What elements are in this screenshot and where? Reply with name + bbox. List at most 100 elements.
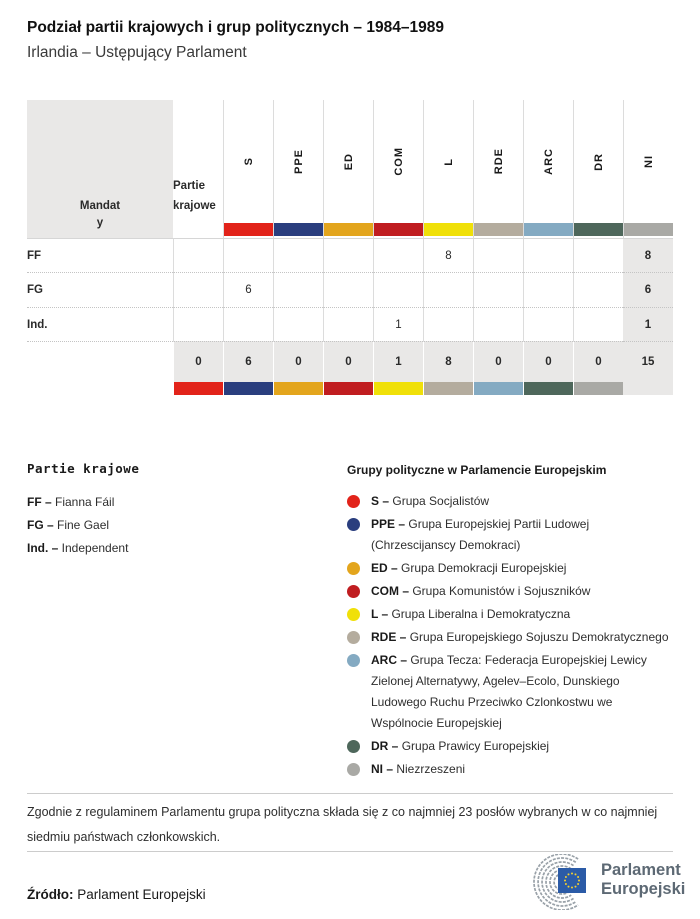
group-abbr: S –	[371, 494, 393, 508]
party-legend-item: FG – Fine Gael	[27, 514, 139, 537]
eu-flag-icon	[558, 868, 586, 893]
column-header-l: L	[423, 100, 473, 223]
color-bar	[524, 382, 573, 395]
group-total-rde: 8	[423, 341, 473, 382]
group-color-dot-s	[347, 495, 360, 508]
group-legend-text: PPE – Grupa Europejskiej Partii Ludowej …	[371, 514, 676, 556]
group-name: Grupa Prawicy Europejskiej	[401, 739, 550, 753]
row-total-cell: 8	[623, 238, 673, 272]
party-name: Independent	[61, 541, 129, 555]
seat-cell-fg-ni	[573, 272, 623, 307]
color-bar	[574, 382, 623, 395]
group-total-dr: 0	[523, 341, 573, 382]
group-legend-item: L – Grupa Liberalna i Demokratyczna	[347, 604, 677, 625]
column-header-label: L	[442, 157, 455, 166]
column-header-s: S	[223, 100, 273, 223]
group-legend-text: DR – Grupa Prawicy Europejskiej	[371, 736, 676, 757]
group-abbr: ARC –	[371, 653, 411, 667]
group-legend-item: S – Grupa Socjalistów	[347, 491, 677, 512]
source-label: Źródło:	[27, 887, 74, 902]
group-color-dot-rde	[347, 631, 360, 644]
grand-total-cell: 15	[623, 341, 673, 382]
column-header-ed: ED	[323, 100, 373, 223]
divider-line	[27, 851, 673, 852]
group-color-bar-bottom-ni	[573, 382, 623, 395]
party-abbr: FG –	[27, 518, 58, 532]
party-row-label: FG	[27, 272, 173, 307]
column-header-label: DR	[592, 152, 605, 171]
footnote: Zgodnie z regulaminem Parlamentu grupa p…	[27, 805, 658, 844]
group-color-bar-bottom-arc	[473, 382, 523, 395]
column-header-label: ED	[342, 152, 355, 171]
group-abbr: COM –	[371, 584, 413, 598]
page-subtitle: Irlandia – Ustępujący Parlament	[27, 44, 247, 61]
color-bar	[374, 223, 423, 236]
seat-cell-ind-l: 1	[373, 307, 423, 341]
group-total-ni: 0	[573, 341, 623, 382]
group-color-bar-com	[373, 223, 423, 238]
seat-cell-ind-rde	[423, 307, 473, 341]
political-groups-legend-header: Grupy polityczne w Parlamencie Europejsk…	[347, 463, 607, 477]
group-color-bar-arc	[523, 223, 573, 238]
party-abbr: Ind. –	[27, 541, 62, 555]
group-legend-item: COM – Grupa Komunistów i Sojuszników	[347, 581, 677, 602]
color-bar	[274, 382, 323, 395]
color-bar	[424, 382, 473, 395]
group-total-s: 0	[173, 341, 223, 382]
group-color-dot-ed	[347, 562, 360, 575]
color-bar	[474, 382, 523, 395]
seat-cell-ind-ed	[273, 307, 323, 341]
party-label: Ind.	[27, 318, 48, 331]
seat-cell-ff-s	[173, 238, 223, 272]
mandates-table: Partie krajowe S PPE ED COM L RDE ARC DR NI Mandat…	[27, 100, 673, 395]
color-bar	[224, 382, 273, 395]
group-color-bar-dr	[573, 223, 623, 238]
column-header-com: COM	[373, 100, 423, 223]
seat-cell-fg-arc	[473, 272, 523, 307]
group-color-dot-dr	[347, 740, 360, 753]
party-row-label: FF	[27, 238, 173, 272]
group-name: Grupa Europejskiej Partii Ludowej (Chrze…	[371, 517, 590, 552]
group-color-dot-ni	[347, 763, 360, 776]
color-bar	[374, 382, 423, 395]
group-color-bar-ed	[323, 223, 373, 238]
color-bar	[424, 223, 473, 236]
group-abbr: ED –	[371, 561, 402, 575]
column-header-ni: NI	[623, 100, 673, 223]
logo-wordmark: Parlament Europejski	[601, 861, 685, 899]
group-color-bar-s	[223, 223, 273, 238]
group-total-ed: 0	[273, 341, 323, 382]
group-color-bar-bottom-com	[323, 382, 373, 395]
row-total-cell: 1	[623, 307, 673, 341]
hemicycle-icon	[533, 854, 586, 910]
group-name: Grupa Demokracji Europejskiej	[401, 561, 567, 575]
color-bar	[274, 223, 323, 236]
group-name: Grupa Socjalistów	[392, 494, 490, 508]
seat-cell-ff-ni	[573, 238, 623, 272]
column-header-arc: ARC	[523, 100, 573, 223]
seat-cell-fg-rde	[423, 272, 473, 307]
column-header-label: S	[242, 157, 255, 166]
column-header-ppe: PPE	[273, 100, 323, 223]
group-legend-item: ARC – Grupa Tecza: Federacja Europejskie…	[347, 650, 677, 734]
row-label-header: Partie krajowe	[173, 100, 223, 223]
group-color-bar-ni	[623, 223, 673, 238]
party-row-label: Ind.	[27, 307, 173, 341]
group-legend-item: RDE – Grupa Europejskiego Sojuszu Demokr…	[347, 627, 677, 648]
column-header-label: NI	[642, 155, 655, 168]
seat-cell-ind-s	[173, 307, 223, 341]
group-legend-text: L – Grupa Liberalna i Demokratyczna	[371, 604, 676, 625]
seat-cell-ind-dr	[523, 307, 573, 341]
seat-cell-fg-ed	[273, 272, 323, 307]
spacer-cell	[27, 382, 173, 395]
seat-cell-ind-arc	[473, 307, 523, 341]
political-groups-legend: Grupy polityczne w Parlamencie Europejsk…	[347, 463, 677, 782]
seat-cell-ff-rde: 8	[423, 238, 473, 272]
group-abbr: RDE –	[371, 630, 410, 644]
group-legend-text: S – Grupa Socjalistów	[371, 491, 676, 512]
color-bar	[474, 223, 523, 236]
seat-cell-fg-dr	[523, 272, 573, 307]
group-color-dot-com	[347, 585, 360, 598]
seat-cell-ind-ppe	[223, 307, 273, 341]
